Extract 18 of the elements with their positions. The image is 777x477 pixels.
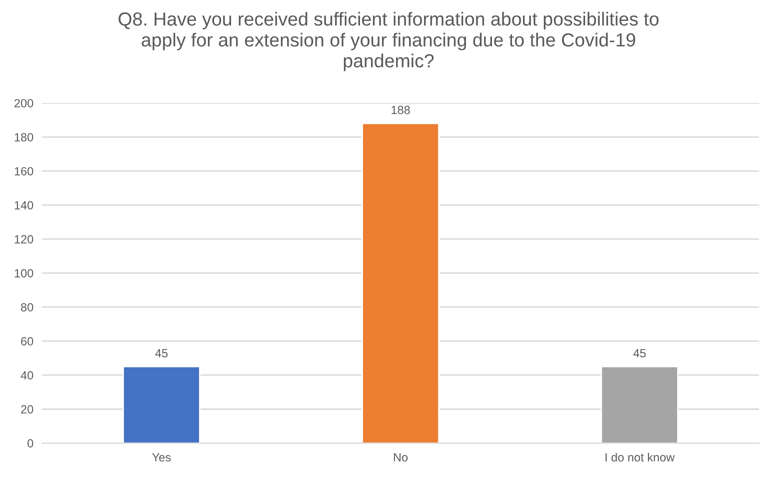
y-tick-label: 140 <box>14 201 34 210</box>
y-tick-label: 40 <box>20 371 34 380</box>
y-tick-label: 200 <box>14 99 34 108</box>
y-tick-label: 100 <box>14 269 34 278</box>
y-tick-label: 20 <box>21 405 34 414</box>
chart-title: Q8. Have you received sufficient information about possibilities to apply for an extension of your financing due to the Covid-19 pandemic? <box>118 12 659 72</box>
data-label: 45 <box>633 349 646 358</box>
x-tick-label: I do not know <box>606 452 675 462</box>
y-tick-label: 120 <box>14 235 34 244</box>
y-tick-label: 180 <box>14 133 34 142</box>
x-tick-label: Yes <box>152 453 171 462</box>
y-tick-label: 60 <box>21 337 34 346</box>
data-label: 45 <box>155 349 168 358</box>
y-tick-label: 0 <box>28 439 34 448</box>
y-tick-label: 80 <box>21 303 34 312</box>
y-tick-label: 160 <box>14 167 34 176</box>
x-tick-label: No <box>394 453 408 462</box>
data-label: 188 <box>392 106 410 114</box>
